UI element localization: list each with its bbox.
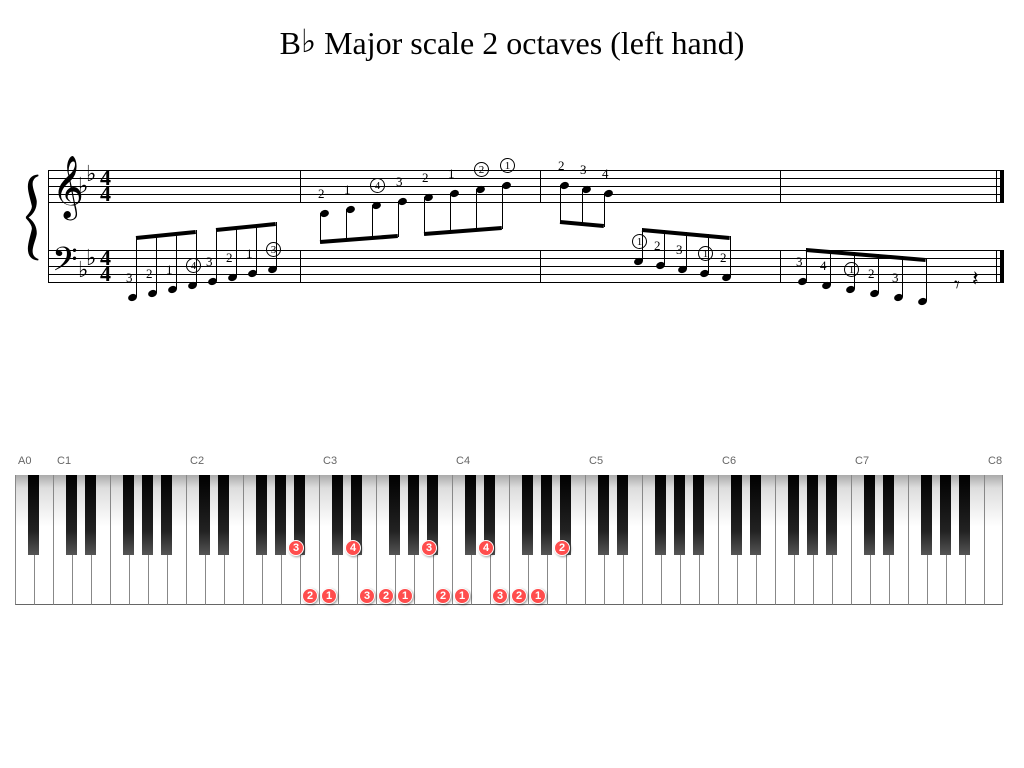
keyboard-finger-marker: 4 [345, 540, 361, 556]
black-key [598, 475, 609, 555]
keyboard-finger-marker: 3 [359, 588, 375, 604]
black-key [864, 475, 875, 555]
black-key [788, 475, 799, 555]
black-key [693, 475, 704, 555]
black-key [199, 475, 210, 555]
black-key [883, 475, 894, 555]
title-pre: B [280, 25, 301, 61]
octave-label: C4 [456, 455, 470, 467]
music-score: 𝄔 𝄞𝄢♭♭♭♭44443214321321432121234123123412… [20, 140, 1004, 340]
keyboard-finger-marker: 2 [378, 588, 394, 604]
black-key [465, 475, 476, 555]
black-key [522, 475, 533, 555]
octave-label: C8 [988, 455, 1002, 467]
octave-label: C7 [855, 455, 869, 467]
keyboard-finger-marker: 2 [435, 588, 451, 604]
black-key [826, 475, 837, 555]
black-key [389, 475, 400, 555]
black-key [731, 475, 742, 555]
keyboard-finger-marker: 2 [511, 588, 527, 604]
keyboard-finger-marker: 1 [397, 588, 413, 604]
black-key [541, 475, 552, 555]
octave-label: C3 [323, 455, 337, 467]
black-key [959, 475, 970, 555]
title-post: Major scale 2 octaves (left hand) [316, 25, 744, 61]
black-key [275, 475, 286, 555]
staff-brace: 𝄔 [23, 166, 39, 276]
keyboard-finger-marker: 3 [492, 588, 508, 604]
title-flat: ♭ [301, 23, 316, 59]
black-key [28, 475, 39, 555]
octave-label: C1 [57, 455, 71, 467]
black-key [674, 475, 685, 555]
octave-label: C2 [190, 455, 204, 467]
black-key [332, 475, 343, 555]
piano-keyboard: A0C1C2C3C4C5C6C7C8 343422132121321 [15, 450, 1009, 630]
keyboard-finger-marker: 1 [321, 588, 337, 604]
black-key [408, 475, 419, 555]
keyboard-finger-marker: 3 [288, 540, 304, 556]
black-key [750, 475, 761, 555]
black-key [161, 475, 172, 555]
page-title: B♭ Major scale 2 octaves (left hand) [0, 0, 1024, 72]
black-key [123, 475, 134, 555]
white-key [984, 475, 1003, 605]
black-key [807, 475, 818, 555]
octave-label: C5 [589, 455, 603, 467]
keyboard-finger-marker: 1 [454, 588, 470, 604]
black-key [142, 475, 153, 555]
black-key [85, 475, 96, 555]
keyboard-finger-marker: 2 [302, 588, 318, 604]
keyboard-finger-marker: 3 [421, 540, 437, 556]
keyboard-finger-marker: 4 [478, 540, 494, 556]
black-key [617, 475, 628, 555]
black-key [66, 475, 77, 555]
octave-label: C6 [722, 455, 736, 467]
octave-label: A0 [18, 455, 31, 467]
keyboard-finger-marker: 1 [530, 588, 546, 604]
keyboard-finger-marker: 2 [554, 540, 570, 556]
black-key [655, 475, 666, 555]
black-key [256, 475, 267, 555]
black-key [921, 475, 932, 555]
black-key [940, 475, 951, 555]
black-key [218, 475, 229, 555]
